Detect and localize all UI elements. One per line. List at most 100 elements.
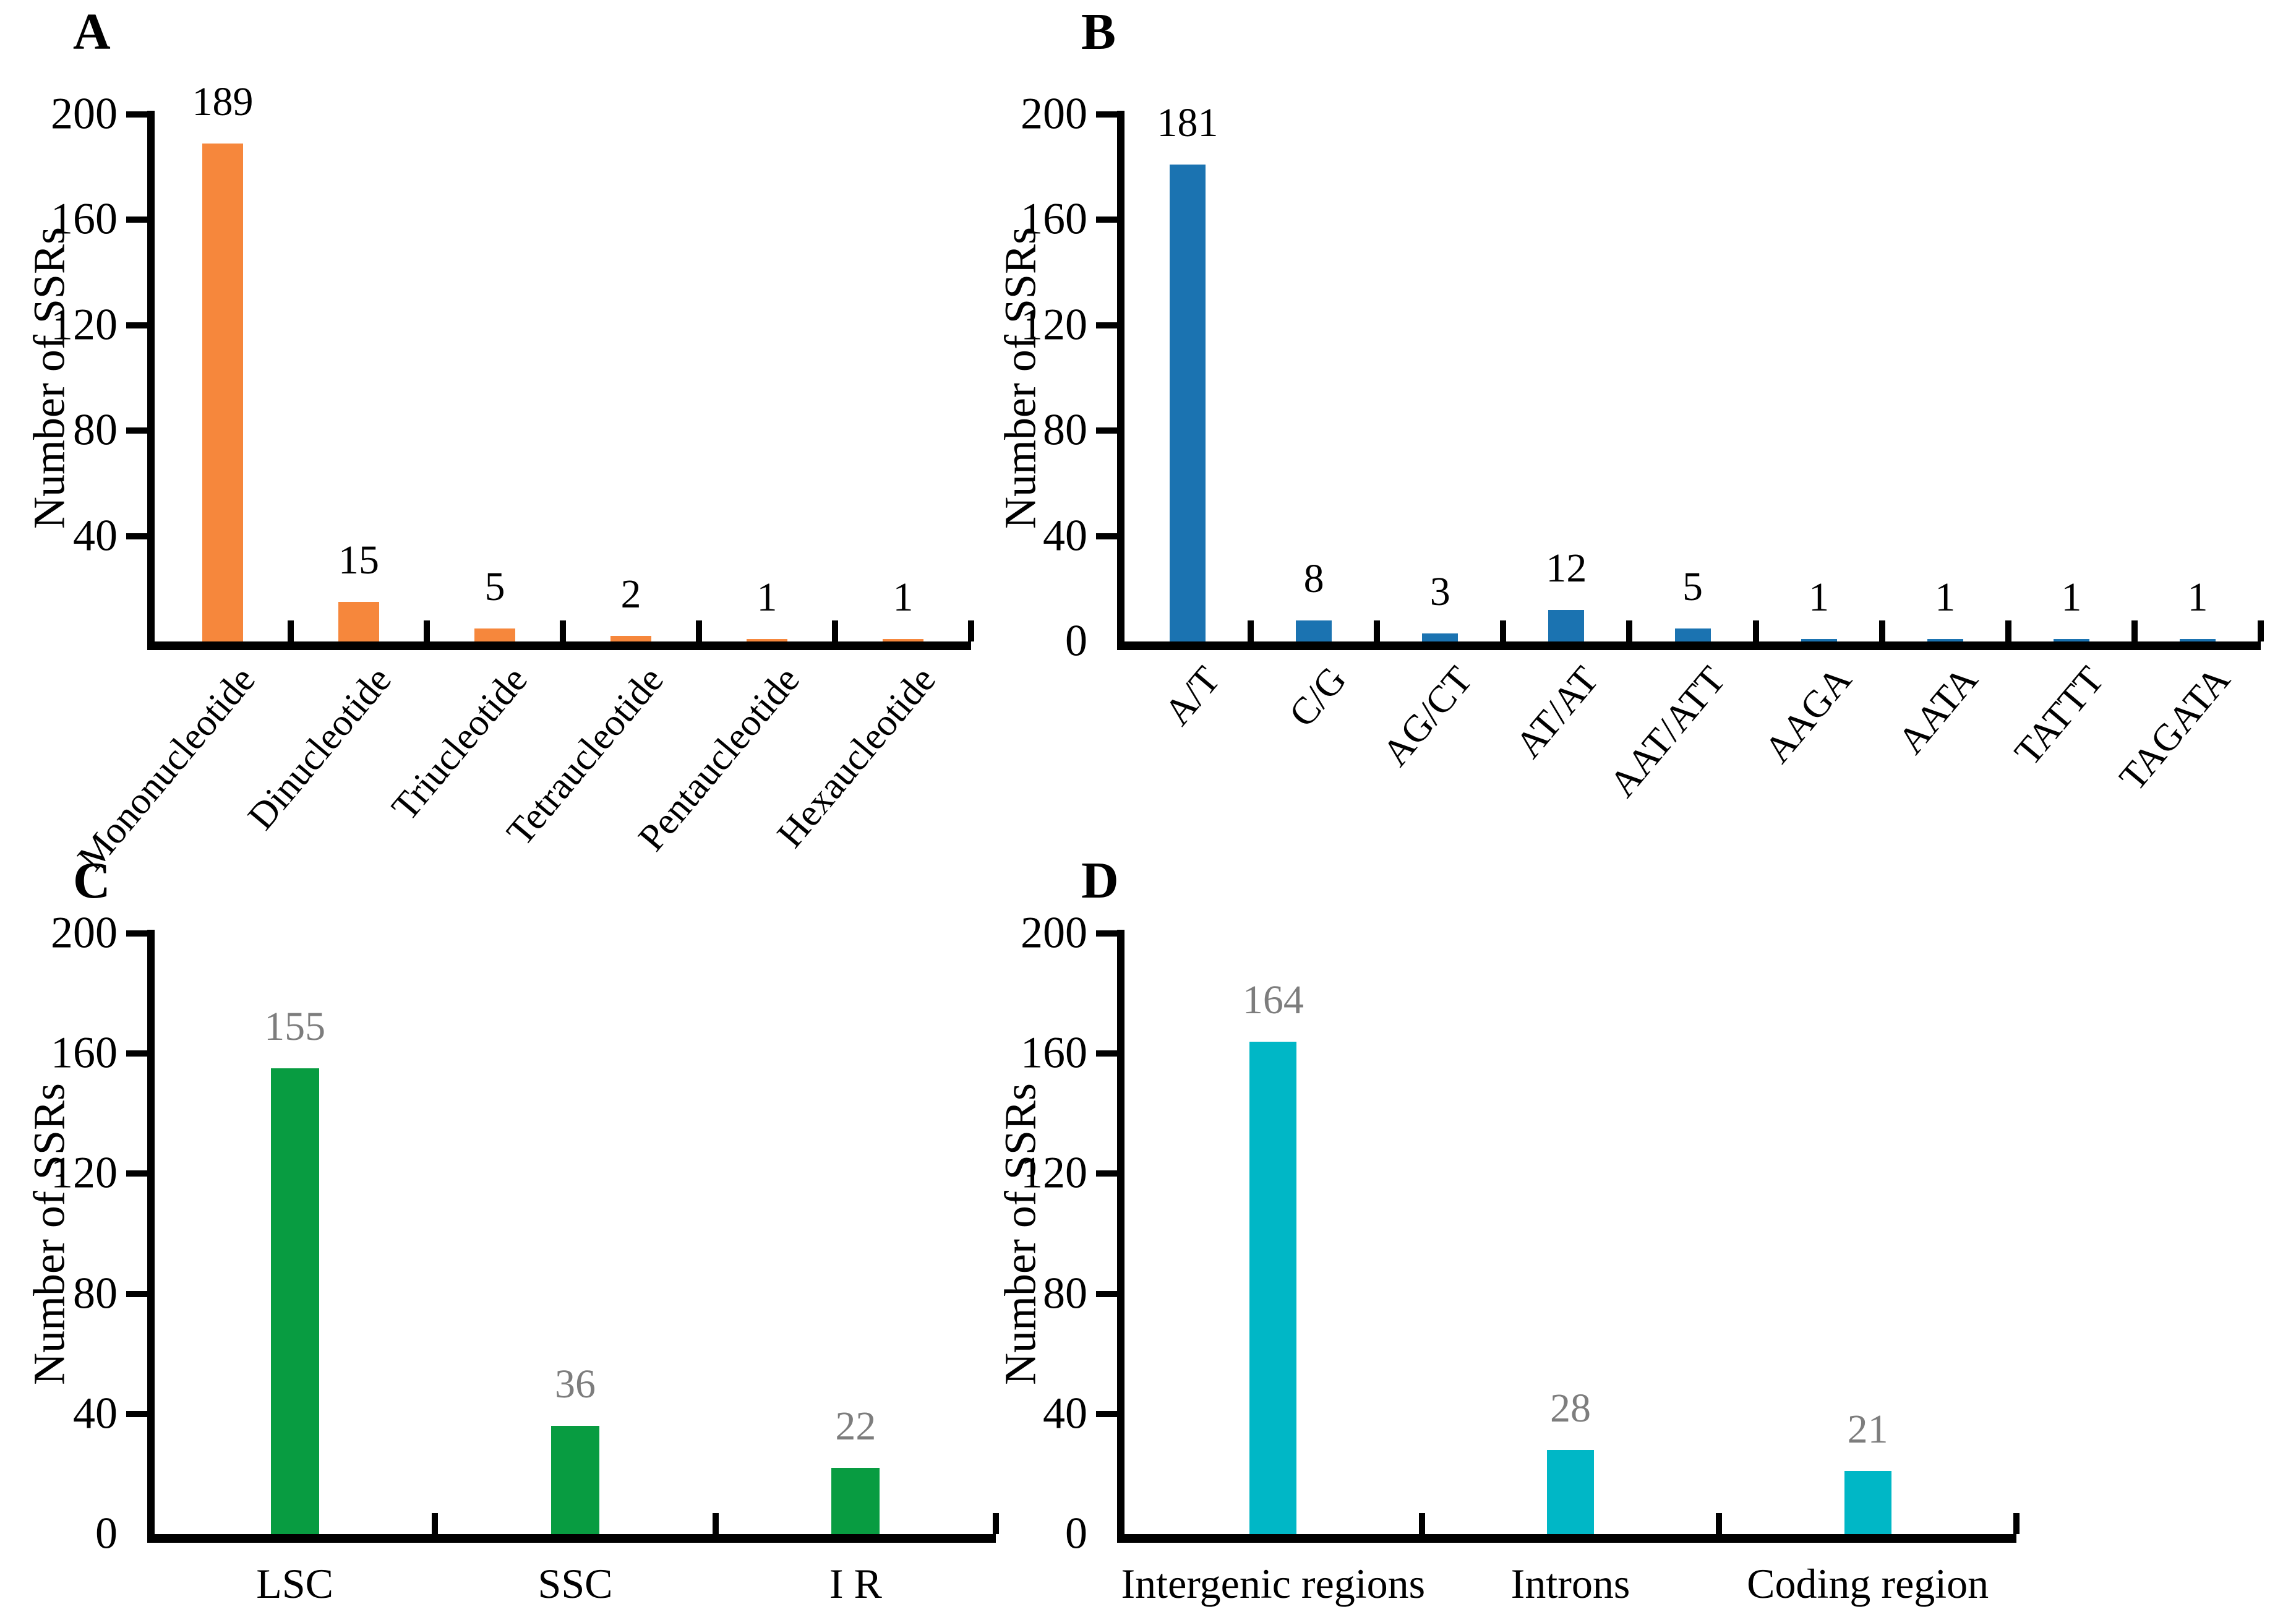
y-tick-label-160: 160	[1021, 194, 1087, 244]
y-tick-200	[1096, 930, 1117, 937]
y-tick-120	[126, 1170, 147, 1177]
value-label-c-g: 8	[1303, 555, 1324, 601]
y-tick-120	[1096, 322, 1117, 328]
y-tick-80	[1096, 427, 1117, 434]
y-tick-80	[126, 1290, 147, 1297]
y-tick-200	[1096, 111, 1117, 118]
y-tick-160	[1096, 1050, 1117, 1057]
value-label-dinucleotide: 15	[338, 538, 379, 583]
bar-intergenic-regions	[1249, 1041, 1297, 1534]
y-tick-label-120: 120	[51, 299, 118, 350]
y-tick-200	[126, 930, 147, 937]
x-axis-line	[1117, 641, 2261, 650]
y-tick-label-200: 200	[51, 88, 118, 139]
panel-label-b: B	[1081, 3, 1116, 61]
panel-label-c: C	[73, 852, 111, 909]
value-label-a-t: 181	[1157, 100, 1219, 145]
value-label-lsc: 155	[264, 1004, 326, 1050]
y-tick-40	[126, 1410, 147, 1417]
y-tick-label-40: 40	[1043, 1388, 1087, 1438]
y-tick-label-80: 80	[73, 405, 118, 455]
x-axis-line	[147, 641, 971, 650]
bar-aat-att	[1674, 628, 1711, 641]
bar-ag-ct	[1422, 633, 1459, 641]
value-label-mononucleotide: 189	[192, 79, 254, 124]
bar-aaga	[1801, 638, 1837, 641]
value-label-intergenic-regions: 164	[1242, 977, 1304, 1023]
y-tick-40	[1096, 1410, 1117, 1417]
x-tick-5	[1752, 620, 1759, 641]
bar-hexaucleotide	[883, 638, 923, 641]
bar-ssc	[551, 1426, 599, 1534]
y-tick-80	[1096, 1290, 1117, 1297]
y-tick-40	[126, 533, 147, 539]
x-tick-9	[2258, 620, 2264, 641]
x-category-label-i-r: I R	[829, 1560, 882, 1607]
bar-aata	[1927, 638, 1963, 641]
x-tick-2	[424, 620, 430, 641]
value-label-hexaucleotide: 1	[893, 574, 914, 620]
x-tick-2	[1716, 1513, 1723, 1534]
x-category-label-introns: Introns	[1510, 1560, 1630, 1607]
x-tick-6	[1878, 620, 1885, 641]
y-axis-line	[147, 111, 155, 650]
bar-pentaucleotide	[747, 638, 787, 641]
value-label-coding-region: 21	[1847, 1407, 1888, 1452]
bar-tattt	[2053, 638, 2089, 641]
y-tick-label-40: 40	[73, 1388, 118, 1438]
x-category-label-intergenic-regions: Intergenic regions	[1121, 1560, 1426, 1607]
x-tick-3	[2013, 1513, 2020, 1534]
y-tick-label-80: 80	[1043, 1268, 1087, 1318]
y-tick-160	[1096, 217, 1117, 223]
value-label-tetraucleotide: 2	[620, 572, 641, 617]
bar-c-g	[1296, 620, 1332, 641]
x-tick-3	[560, 620, 566, 641]
value-label-aata: 1	[1935, 574, 1956, 620]
y-tick-40	[1096, 533, 1117, 539]
bar-coding-region	[1844, 1471, 1891, 1534]
x-tick-1	[432, 1513, 439, 1534]
panel-label-d: D	[1081, 852, 1119, 909]
y-tick-label-200: 200	[1021, 907, 1087, 958]
y-axis-line	[1117, 111, 1124, 650]
x-tick-1	[288, 620, 294, 641]
bar-i-r	[831, 1468, 880, 1534]
x-axis-line	[1117, 1534, 2016, 1543]
value-label-aat-att: 5	[1682, 564, 1703, 609]
x-tick-6	[968, 620, 974, 641]
x-tick-1	[1418, 1513, 1425, 1534]
y-tick-label-160: 160	[1021, 1027, 1087, 1078]
x-tick-4	[1626, 620, 1633, 641]
value-label-ag-ct: 3	[1429, 569, 1450, 615]
x-tick-3	[1500, 620, 1507, 641]
value-label-tagata: 1	[2187, 574, 2208, 620]
y-tick-160	[126, 1050, 147, 1057]
x-tick-4	[696, 620, 702, 641]
x-category-label-coding-region: Coding region	[1747, 1560, 1989, 1607]
y-tick-120	[126, 322, 147, 328]
x-tick-1	[1248, 620, 1254, 641]
x-tick-2	[1374, 620, 1381, 641]
y-axis-line	[1117, 930, 1124, 1543]
y-tick-label-120: 120	[1021, 1147, 1087, 1198]
y-tick-160	[126, 217, 147, 223]
x-tick-7	[2005, 620, 2011, 641]
value-label-i-r: 22	[835, 1404, 876, 1449]
y-tick-label-40: 40	[73, 510, 118, 560]
y-tick-120	[1096, 1170, 1117, 1177]
x-tick-3	[993, 1513, 999, 1534]
x-tick-5	[832, 620, 838, 641]
x-category-label-ssc: SSC	[538, 1560, 613, 1607]
y-axis-line	[147, 930, 155, 1543]
bar-a-t	[1170, 164, 1206, 641]
y-tick-200	[126, 111, 147, 118]
bar-mononucleotide	[202, 143, 243, 641]
bar-introns	[1547, 1450, 1594, 1534]
y-tick-label-80: 80	[1043, 405, 1087, 455]
bar-tagata	[2179, 638, 2216, 641]
y-tick-label-120: 120	[51, 1147, 118, 1198]
